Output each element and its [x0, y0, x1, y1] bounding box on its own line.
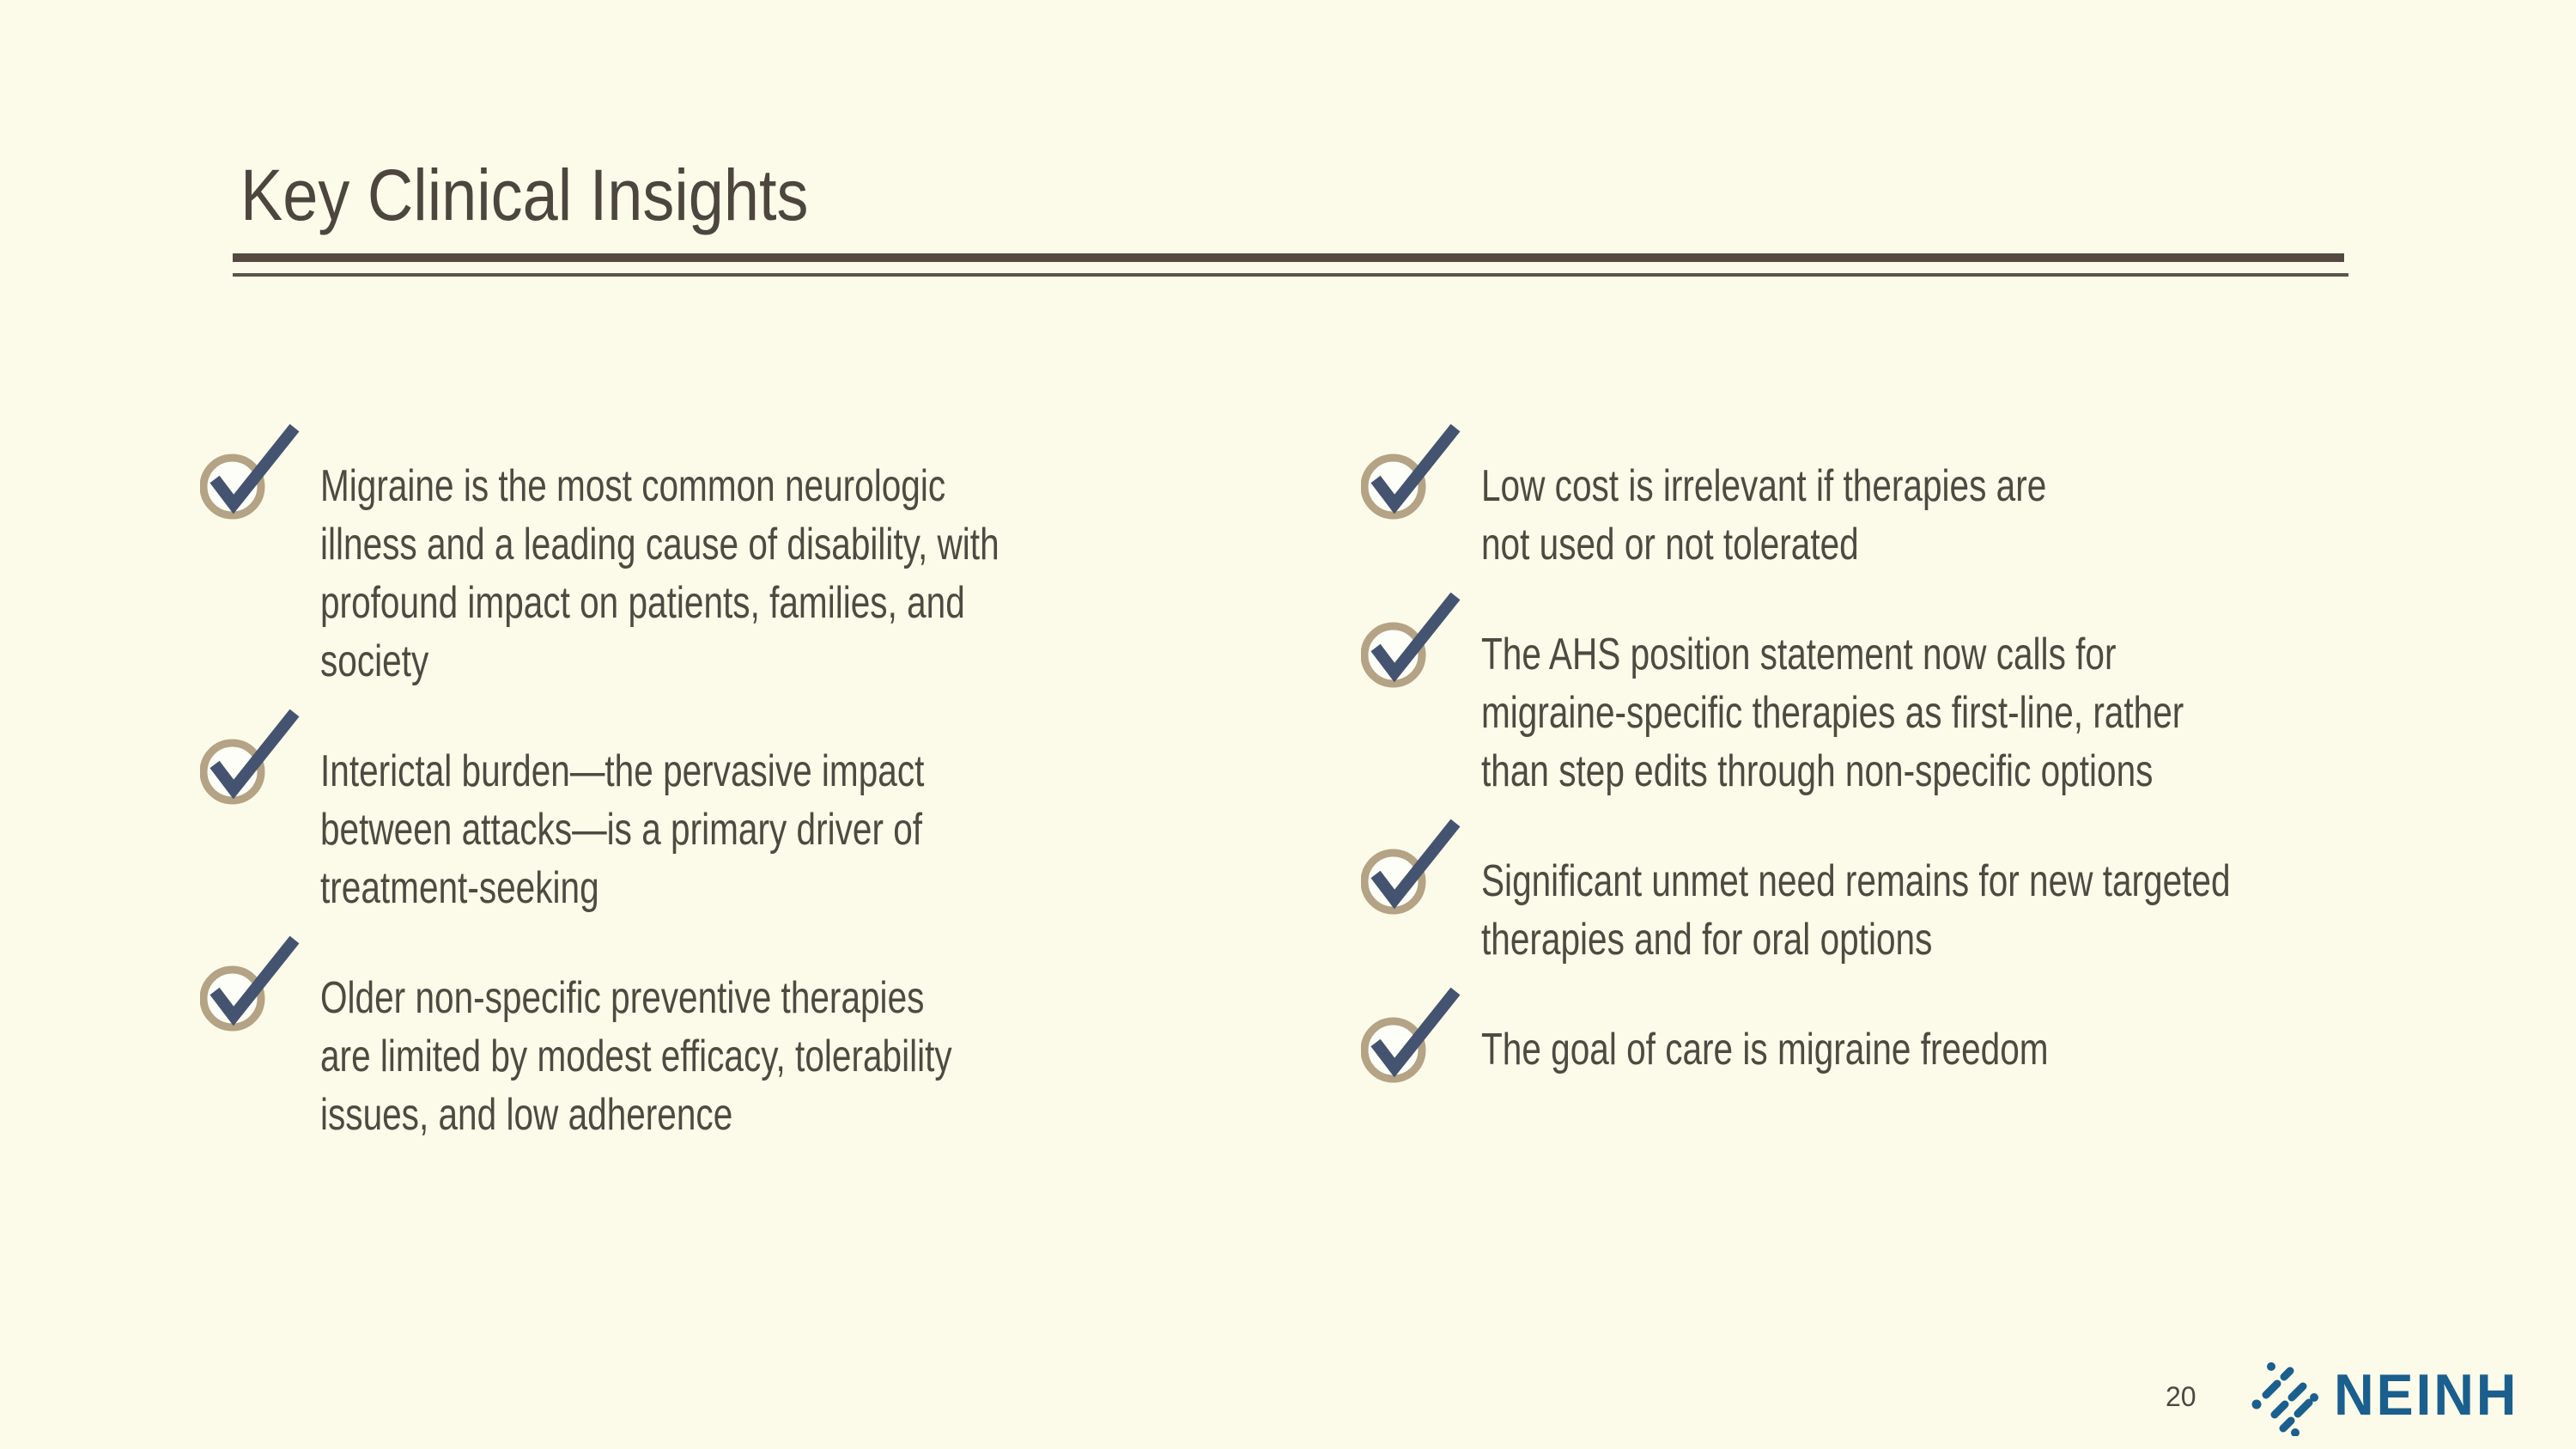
title-rule-thin [233, 273, 2348, 277]
bullet-item: The AHS position statement now calls for… [1361, 593, 2563, 801]
check-circle-icon [1361, 424, 1468, 521]
title-rule-thick [233, 253, 2344, 262]
bullet-text: Interictal burden—the pervasive impact b… [320, 746, 925, 913]
check-circle-icon [200, 424, 307, 521]
bullet-item: Significant unmet need remains for new t… [1361, 819, 2563, 969]
bullet-text: Older non-specific preventive therapies … [320, 973, 952, 1140]
bullet-item: Older non-specific preventive therapies … [200, 936, 1334, 1144]
bullet-item: Low cost is irrelevant if therapies are … [1361, 424, 2563, 574]
bullet-text: Migraine is the most common neurologic i… [320, 461, 999, 686]
check-circle-icon [200, 936, 307, 1032]
check-circle-icon [200, 709, 307, 806]
neinh-logo-text: NEINH [2334, 1362, 2519, 1428]
check-circle-icon [1361, 593, 1468, 689]
check-circle-icon [1361, 988, 1468, 1084]
bullet-item: Interictal burden—the pervasive impact b… [200, 709, 1334, 917]
bullet-text: Low cost is irrelevant if therapies are … [1481, 461, 2047, 569]
bullet-text: The goal of care is migraine freedom [1481, 1025, 2049, 1075]
bullet-item: The goal of care is migraine freedom [1361, 988, 2563, 1084]
bullet-text: The AHS position statement now calls for… [1481, 630, 2184, 796]
bullet-column-left: Migraine is the most common neurologic i… [200, 424, 1334, 1163]
page-number: 20 [2166, 1381, 2196, 1412]
page-title: Key Clinical Insights [240, 155, 809, 235]
neinh-logo-mark-icon [2251, 1362, 2318, 1436]
bullet-item: Migraine is the most common neurologic i… [200, 424, 1334, 691]
bullet-column-right: Low cost is irrelevant if therapies are … [1361, 424, 2563, 1103]
bullet-text: Significant unmet need remains for new t… [1481, 856, 2231, 965]
check-circle-icon [1361, 819, 1468, 916]
